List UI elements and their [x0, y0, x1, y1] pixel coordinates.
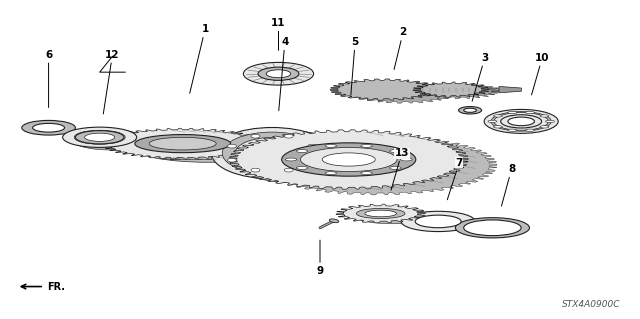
Ellipse shape: [330, 219, 339, 223]
Ellipse shape: [76, 130, 124, 144]
Ellipse shape: [308, 158, 317, 162]
Text: 11: 11: [271, 18, 285, 50]
Ellipse shape: [243, 63, 314, 85]
Polygon shape: [170, 147, 211, 159]
Ellipse shape: [85, 133, 134, 146]
Ellipse shape: [508, 117, 534, 126]
Polygon shape: [330, 79, 438, 100]
Ellipse shape: [491, 112, 551, 131]
Ellipse shape: [300, 147, 397, 172]
Text: 4: 4: [279, 37, 289, 111]
Polygon shape: [229, 130, 468, 189]
Ellipse shape: [282, 143, 416, 176]
Ellipse shape: [355, 208, 429, 224]
Ellipse shape: [361, 145, 372, 147]
Ellipse shape: [33, 123, 65, 132]
Ellipse shape: [156, 147, 184, 159]
Text: 13: 13: [391, 148, 409, 190]
Ellipse shape: [464, 108, 476, 112]
Ellipse shape: [135, 135, 230, 153]
Ellipse shape: [500, 115, 541, 128]
Ellipse shape: [284, 134, 293, 138]
Ellipse shape: [285, 158, 297, 161]
Text: 12: 12: [103, 50, 120, 114]
Ellipse shape: [74, 130, 125, 144]
Ellipse shape: [222, 132, 322, 174]
Ellipse shape: [456, 218, 529, 238]
Ellipse shape: [251, 134, 260, 138]
Ellipse shape: [149, 137, 216, 150]
Text: 3: 3: [472, 53, 488, 101]
Ellipse shape: [508, 111, 516, 114]
Polygon shape: [413, 82, 490, 97]
Ellipse shape: [464, 220, 521, 236]
Polygon shape: [422, 84, 499, 99]
Ellipse shape: [488, 120, 497, 122]
Ellipse shape: [390, 150, 401, 152]
Polygon shape: [336, 204, 426, 223]
Ellipse shape: [415, 215, 461, 228]
Text: 9: 9: [316, 240, 324, 276]
Text: 10: 10: [531, 53, 550, 95]
Text: 6: 6: [45, 50, 52, 108]
Text: 5: 5: [351, 37, 359, 95]
Polygon shape: [416, 87, 499, 92]
Ellipse shape: [308, 144, 317, 148]
Ellipse shape: [540, 115, 549, 117]
Ellipse shape: [256, 146, 288, 160]
Text: FR.: FR.: [47, 282, 65, 292]
Ellipse shape: [540, 126, 549, 128]
Ellipse shape: [459, 107, 481, 114]
Ellipse shape: [227, 158, 236, 162]
Ellipse shape: [63, 127, 137, 147]
Ellipse shape: [258, 67, 299, 80]
Ellipse shape: [296, 150, 308, 152]
Ellipse shape: [135, 135, 282, 162]
Ellipse shape: [235, 137, 309, 169]
Ellipse shape: [22, 120, 76, 135]
Text: STX4A0900C: STX4A0900C: [562, 300, 620, 309]
Ellipse shape: [325, 172, 337, 174]
Ellipse shape: [494, 113, 548, 130]
Polygon shape: [258, 136, 497, 195]
Ellipse shape: [356, 208, 405, 219]
Text: 1: 1: [189, 24, 209, 93]
Ellipse shape: [211, 128, 333, 179]
Ellipse shape: [545, 120, 554, 122]
Text: 2: 2: [394, 27, 406, 70]
Ellipse shape: [296, 167, 308, 169]
Ellipse shape: [84, 133, 115, 141]
Ellipse shape: [484, 109, 558, 133]
Ellipse shape: [284, 168, 293, 172]
Ellipse shape: [325, 145, 337, 147]
Ellipse shape: [508, 129, 516, 131]
Polygon shape: [349, 82, 457, 103]
Ellipse shape: [401, 211, 475, 232]
Ellipse shape: [266, 70, 291, 78]
Ellipse shape: [227, 144, 236, 148]
Ellipse shape: [246, 142, 298, 164]
Ellipse shape: [227, 131, 349, 182]
Ellipse shape: [322, 153, 375, 166]
Ellipse shape: [525, 129, 534, 131]
Text: 8: 8: [502, 164, 515, 206]
Ellipse shape: [401, 158, 412, 161]
Text: 7: 7: [447, 158, 463, 200]
Ellipse shape: [525, 111, 534, 114]
Polygon shape: [499, 86, 522, 93]
Ellipse shape: [72, 130, 147, 150]
Ellipse shape: [361, 172, 372, 174]
Polygon shape: [102, 128, 264, 159]
Ellipse shape: [493, 126, 502, 128]
Ellipse shape: [390, 167, 401, 169]
Ellipse shape: [493, 115, 502, 117]
Ellipse shape: [365, 210, 396, 217]
Ellipse shape: [251, 168, 260, 172]
